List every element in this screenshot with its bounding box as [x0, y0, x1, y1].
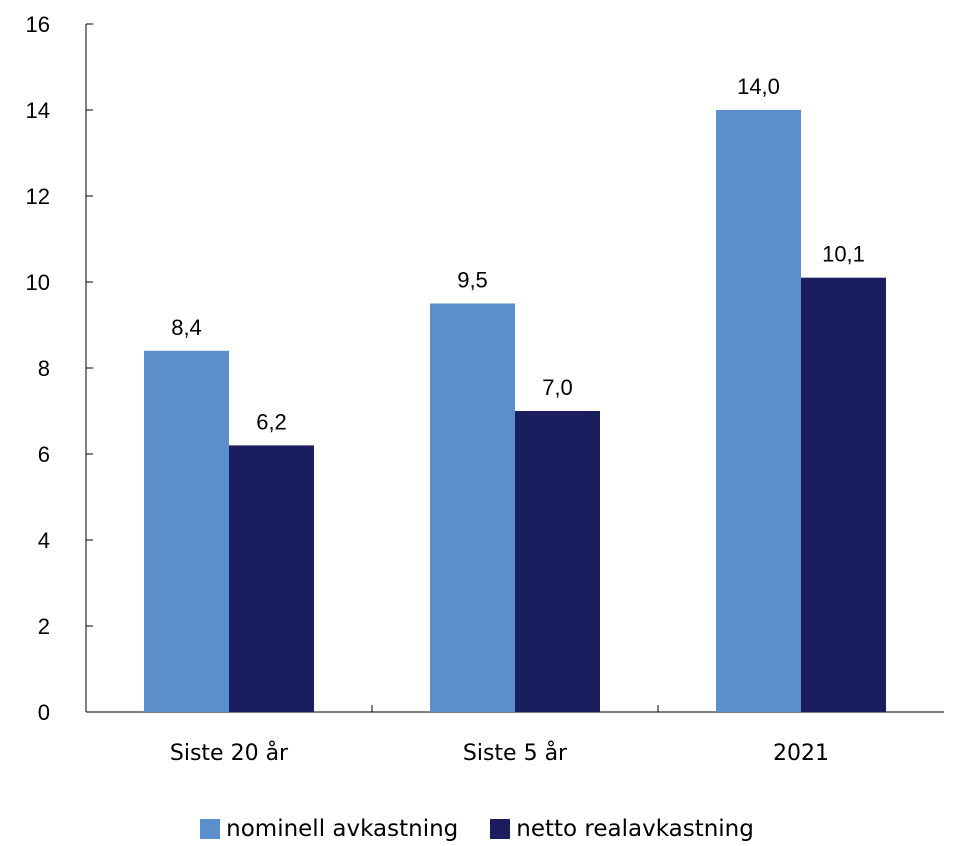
legend-swatch-netto: [490, 819, 511, 839]
legend-item-nominell: nominell avkastning: [200, 816, 458, 842]
bar: [430, 303, 515, 712]
data-label: 10,1: [822, 242, 865, 267]
y-tick-label: 16: [26, 12, 50, 37]
bar: [515, 411, 600, 712]
y-tick-label: 8: [38, 356, 50, 381]
y-tick-label: 0: [38, 700, 50, 725]
bar: [716, 110, 801, 712]
data-label: 6,2: [256, 409, 287, 434]
data-label: 7,0: [542, 375, 573, 400]
x-tick-label: Siste 5 år: [463, 740, 568, 766]
bar: [144, 350, 229, 712]
x-tick-label: Siste 20 år: [170, 740, 289, 766]
data-label: 8,4: [171, 315, 202, 340]
y-tick-label: 12: [26, 184, 50, 209]
y-tick-label: 6: [38, 442, 50, 467]
legend-label-netto: netto realavkastning: [516, 816, 754, 842]
legend-item-netto: netto realavkastning: [490, 816, 754, 842]
legend-swatch-nominell: [200, 819, 221, 839]
y-tick-label: 4: [38, 528, 50, 553]
data-label: 14,0: [737, 74, 780, 99]
bars: [144, 110, 886, 712]
data-label: 9,5: [457, 268, 488, 293]
x-tick-label: 2021: [773, 741, 829, 766]
bar-chart: 0 2 4 6 8 10 12 14 16 Siste 20 år Siste 5 år 2021 8…: [26, 12, 944, 766]
y-tick-label: 14: [26, 98, 50, 123]
bar: [801, 277, 886, 712]
axes: 0 2 4 6 8 10 12 14 16 Siste 20 år Siste 5 år 2021: [26, 12, 944, 766]
legend: nominell avkastning netto realavkastning: [0, 812, 954, 846]
y-tick-label: 10: [26, 270, 50, 295]
legend-label-nominell: nominell avkastning: [226, 816, 459, 842]
y-tick-label: 2: [38, 614, 50, 639]
bar: [229, 445, 314, 712]
data-labels: 8,4 6,2 9,5 7,0 14,0 10,1: [171, 74, 865, 434]
